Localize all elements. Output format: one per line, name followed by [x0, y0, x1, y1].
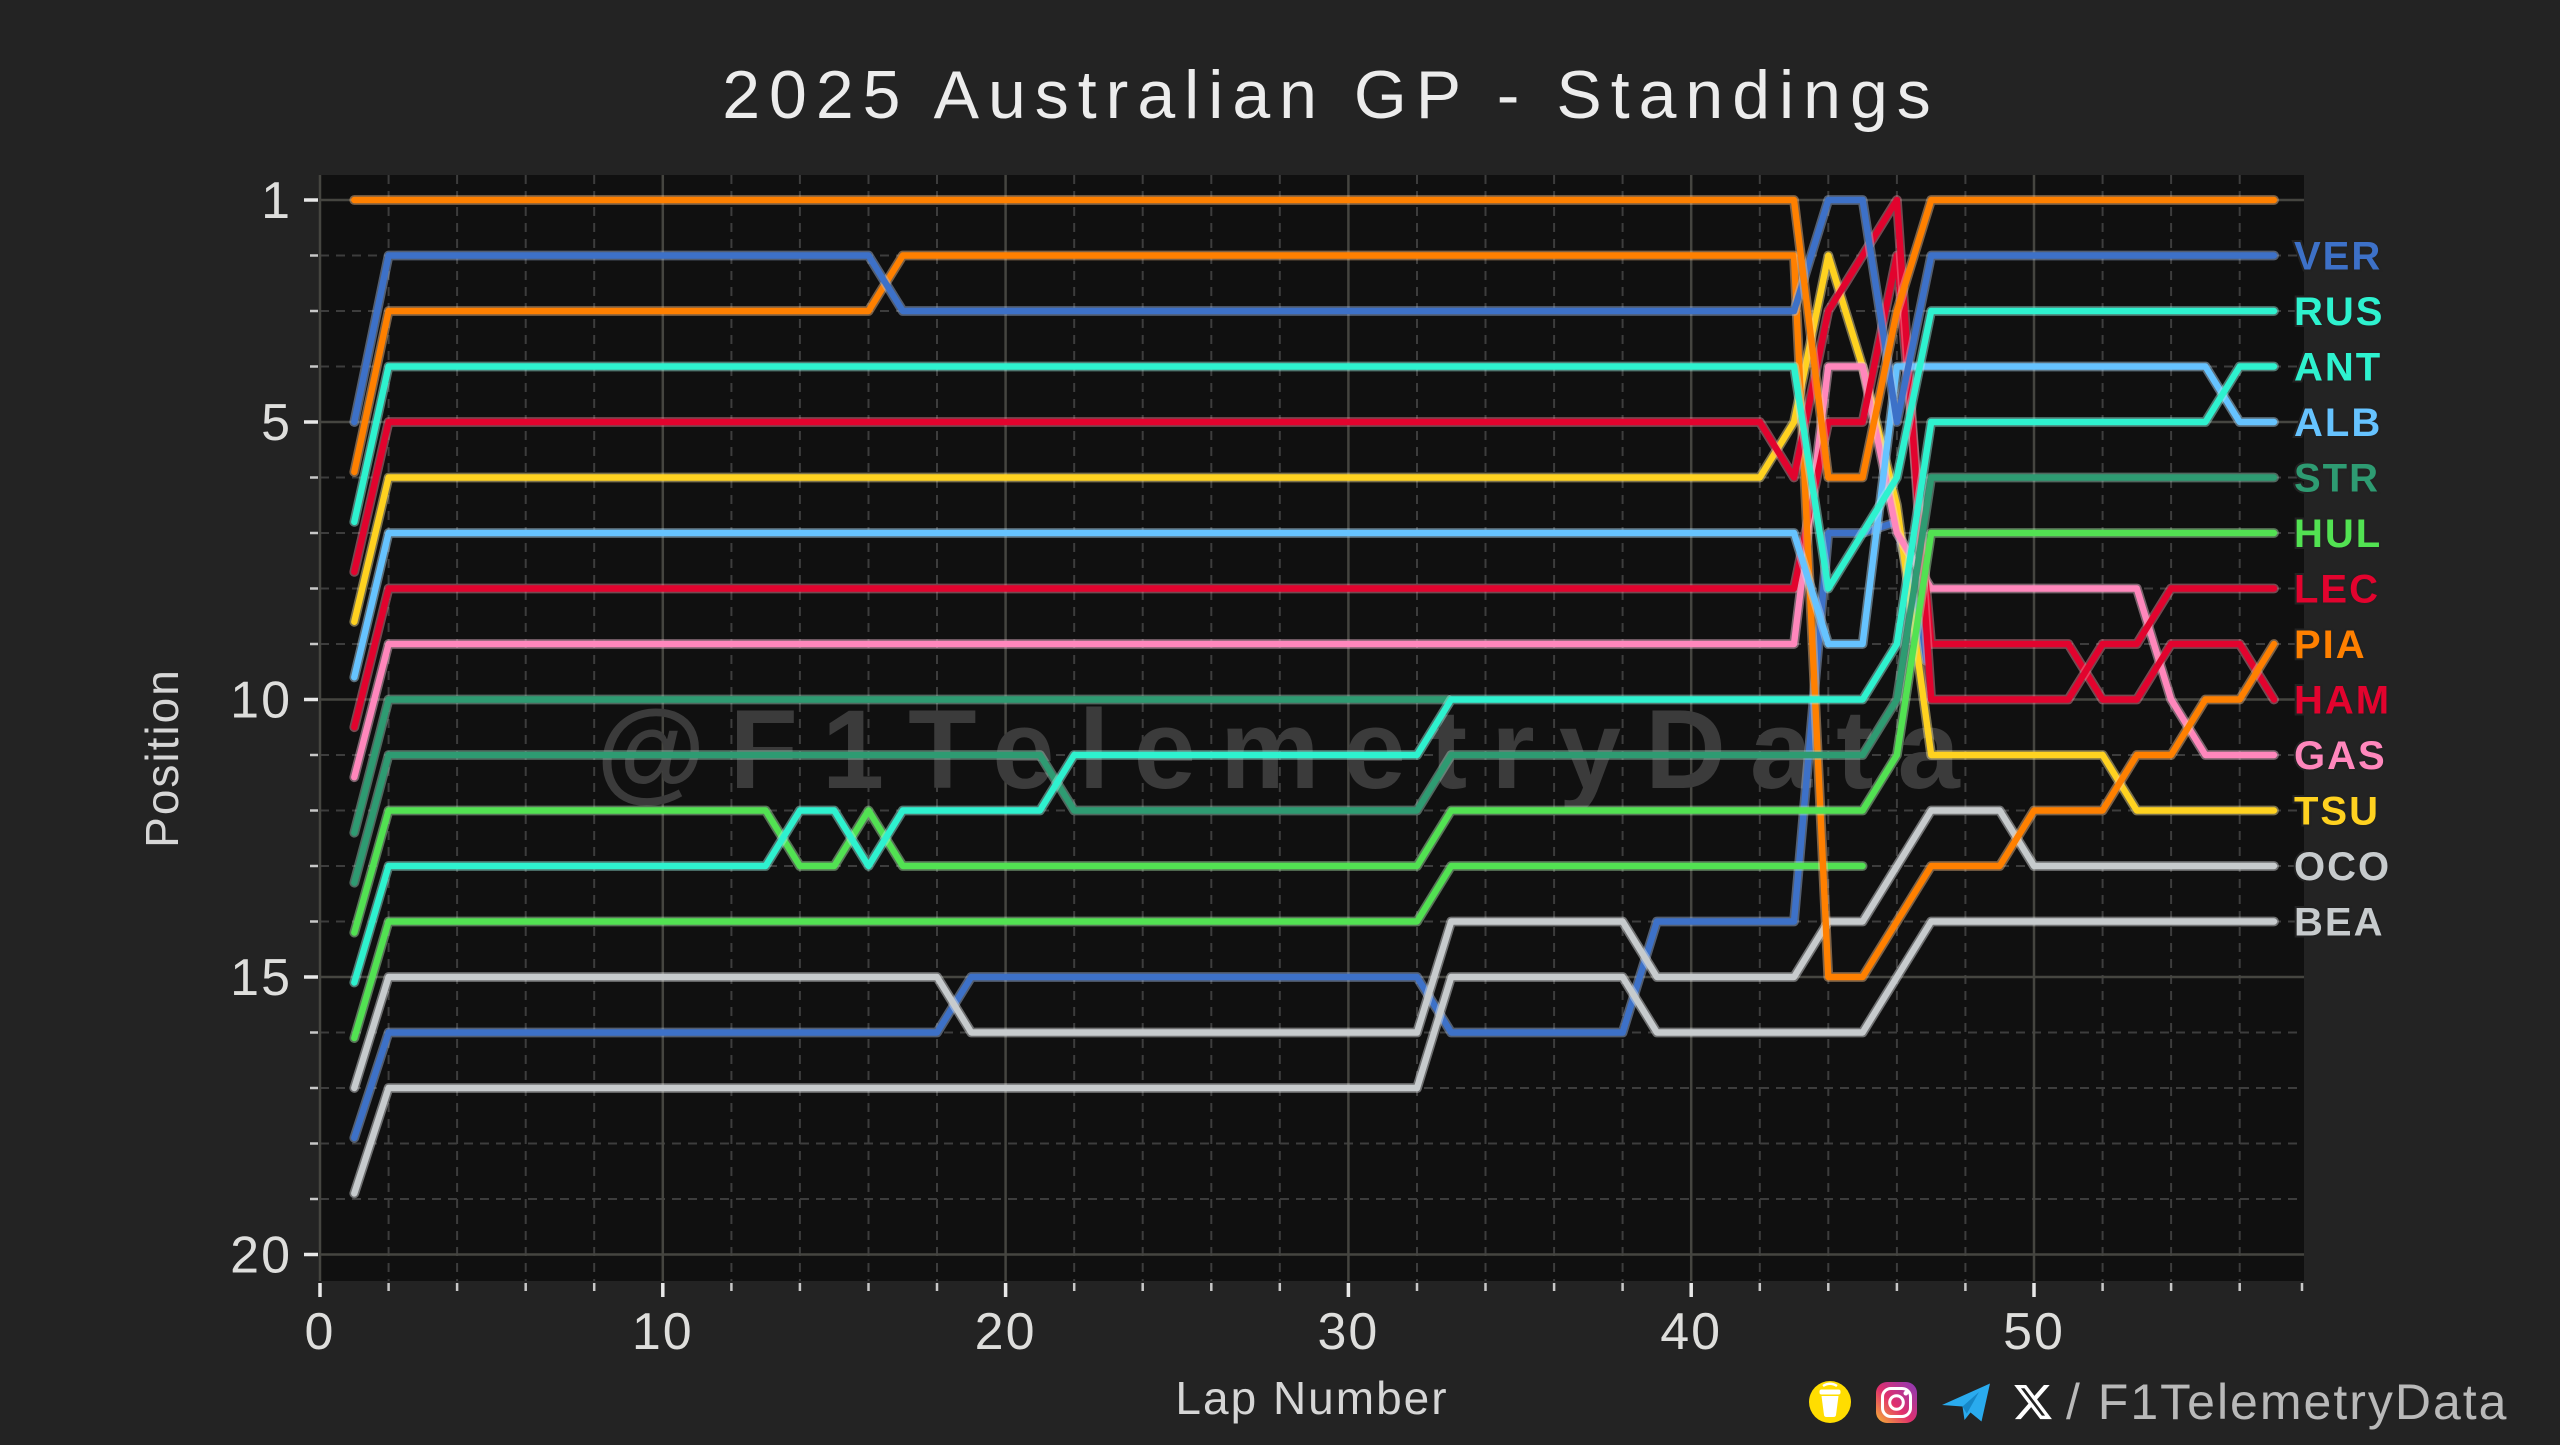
- svg-text:Lap Number: Lap Number: [1175, 1372, 1448, 1424]
- svg-text:OCO: OCO: [2294, 845, 2391, 889]
- svg-text:20: 20: [230, 1227, 292, 1285]
- svg-text:ANT: ANT: [2294, 346, 2382, 390]
- svg-text:HAM: HAM: [2294, 679, 2391, 723]
- svg-text:LEC: LEC: [2294, 568, 2380, 612]
- svg-text:PIA: PIA: [2294, 623, 2367, 667]
- svg-text:10: 10: [632, 1303, 694, 1361]
- svg-text:40: 40: [1660, 1303, 1722, 1361]
- svg-text:@F1TelemetryData: @F1TelemetryData: [596, 687, 1984, 812]
- svg-text:ALB: ALB: [2294, 401, 2382, 445]
- svg-text:5: 5: [261, 394, 292, 452]
- svg-text:50: 50: [2003, 1303, 2065, 1361]
- svg-text:15: 15: [230, 949, 292, 1007]
- svg-text:30: 30: [1317, 1303, 1379, 1361]
- svg-text:0: 0: [305, 1303, 336, 1361]
- svg-text:TSU: TSU: [2294, 790, 2380, 834]
- svg-text:20: 20: [975, 1303, 1037, 1361]
- svg-text:BEA: BEA: [2294, 901, 2384, 945]
- svg-text:GAS: GAS: [2294, 734, 2387, 778]
- svg-text:10: 10: [230, 672, 292, 730]
- svg-text:/ F1TelemetryData: / F1TelemetryData: [2066, 1374, 2508, 1430]
- svg-text:2025 Australian GP - Standings: 2025 Australian GP - Standings: [722, 57, 1940, 133]
- svg-text:STR: STR: [2294, 457, 2380, 501]
- svg-text:1: 1: [261, 172, 292, 230]
- svg-text:HUL: HUL: [2294, 512, 2382, 556]
- svg-text:RUS: RUS: [2294, 290, 2384, 334]
- svg-text:VER: VER: [2294, 235, 2382, 279]
- svg-text:Position: Position: [136, 668, 188, 848]
